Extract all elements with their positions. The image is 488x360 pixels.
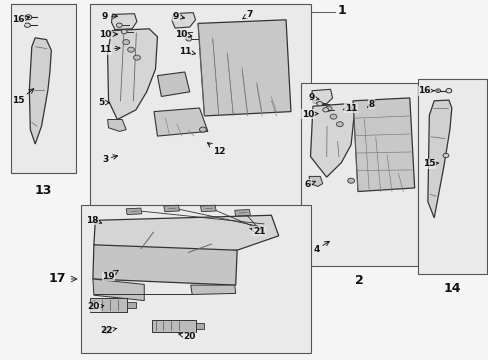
Text: 22: 22 [100,326,116,335]
Polygon shape [234,210,250,216]
Text: 3: 3 [102,154,118,163]
Text: 11: 11 [99,45,120,54]
Polygon shape [200,205,216,212]
Text: 10: 10 [301,109,317,118]
Circle shape [127,47,134,52]
Text: 11: 11 [343,104,357,112]
Text: 11: 11 [178,46,195,55]
Polygon shape [93,279,144,301]
Circle shape [322,108,328,112]
Text: 15: 15 [422,159,438,168]
Circle shape [25,15,32,20]
Polygon shape [93,245,237,285]
Circle shape [325,106,331,111]
Polygon shape [198,20,290,116]
Circle shape [133,55,140,60]
Text: 15: 15 [12,89,34,105]
Text: 1: 1 [337,4,346,17]
Bar [417,79,486,274]
Text: 4: 4 [313,242,328,253]
Text: 21: 21 [249,227,265,236]
Circle shape [442,153,448,158]
Polygon shape [154,108,207,136]
Polygon shape [111,14,137,30]
Bar [90,298,127,312]
Circle shape [24,23,30,27]
Bar [81,205,310,353]
Text: 10: 10 [174,30,191,39]
Text: 18: 18 [85,216,102,225]
Text: 19: 19 [102,270,118,281]
Polygon shape [29,38,51,144]
Polygon shape [163,205,179,212]
Polygon shape [94,215,278,256]
Polygon shape [157,72,189,96]
Text: 7: 7 [242,10,252,19]
Circle shape [199,127,206,132]
Text: 16: 16 [12,15,29,24]
Circle shape [102,328,110,333]
Polygon shape [126,208,142,215]
Polygon shape [172,13,195,28]
Bar [300,83,417,266]
Polygon shape [352,98,414,192]
Polygon shape [190,285,235,294]
Circle shape [435,89,440,93]
Circle shape [121,30,127,34]
Circle shape [27,16,30,18]
Polygon shape [107,120,126,131]
Circle shape [329,114,336,119]
Text: 9: 9 [172,12,184,21]
Bar [11,4,76,173]
Circle shape [185,37,191,41]
Text: 10: 10 [99,30,117,39]
Text: 20: 20 [179,332,196,341]
Bar [127,302,136,308]
Circle shape [180,30,185,35]
Text: 16: 16 [417,86,433,95]
Text: 9: 9 [102,12,117,21]
Text: 9: 9 [308,94,318,102]
Text: 8: 8 [367,100,374,109]
Polygon shape [311,89,332,104]
Text: 2: 2 [354,274,363,287]
Circle shape [116,23,122,27]
Text: 14: 14 [443,282,460,294]
Circle shape [436,90,438,91]
Text: 17: 17 [49,273,66,285]
Circle shape [336,122,343,127]
Text: 12: 12 [207,143,225,156]
Polygon shape [107,29,157,120]
Polygon shape [310,104,354,177]
Circle shape [105,329,108,332]
Polygon shape [308,176,322,186]
Circle shape [122,40,129,45]
Text: 20: 20 [87,302,103,311]
Polygon shape [427,100,451,218]
Bar [151,320,195,332]
Circle shape [347,178,354,183]
Text: 6: 6 [305,180,315,189]
Bar [90,4,310,223]
Circle shape [445,89,451,93]
Text: 5: 5 [98,98,109,107]
Bar [195,323,204,329]
Text: 13: 13 [35,184,52,197]
Circle shape [316,102,322,106]
